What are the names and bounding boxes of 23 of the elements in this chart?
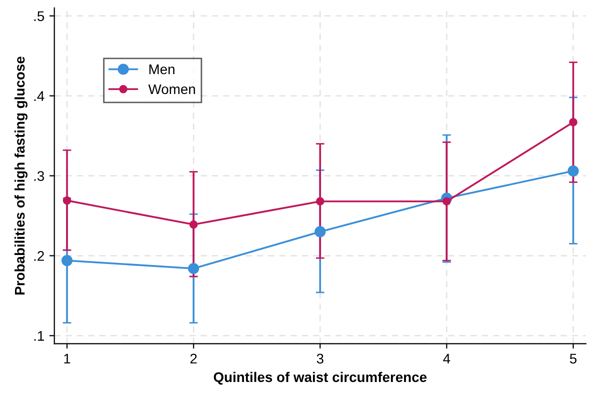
point	[568, 165, 579, 177]
legend-label: Men	[149, 64, 174, 74]
x-tick-label: 3	[316, 354, 324, 364]
x-axis-title: Quintiles of waist circumference	[214, 372, 427, 385]
point	[314, 226, 326, 238]
x-tick-label: 5	[570, 354, 577, 364]
x-tick-label: 1	[64, 354, 70, 364]
y-axis-title: Probabilities of high fasting glucose	[14, 56, 28, 294]
legend-label: Women	[148, 84, 195, 94]
y-tick-label: .4	[34, 91, 44, 101]
point	[189, 220, 198, 229]
y-tick-label: .1	[34, 331, 44, 341]
y-tick-label: .2	[34, 251, 44, 261]
point	[188, 262, 200, 274]
point	[62, 196, 72, 205]
point	[442, 197, 451, 206]
x-tick-label: 2	[190, 354, 197, 364]
y-tick-label: .3	[34, 171, 44, 181]
point	[61, 254, 73, 266]
x-tick-label: 4	[443, 354, 450, 364]
point	[316, 197, 324, 206]
point	[569, 118, 578, 126]
y-tick-label: .5	[34, 11, 44, 22]
